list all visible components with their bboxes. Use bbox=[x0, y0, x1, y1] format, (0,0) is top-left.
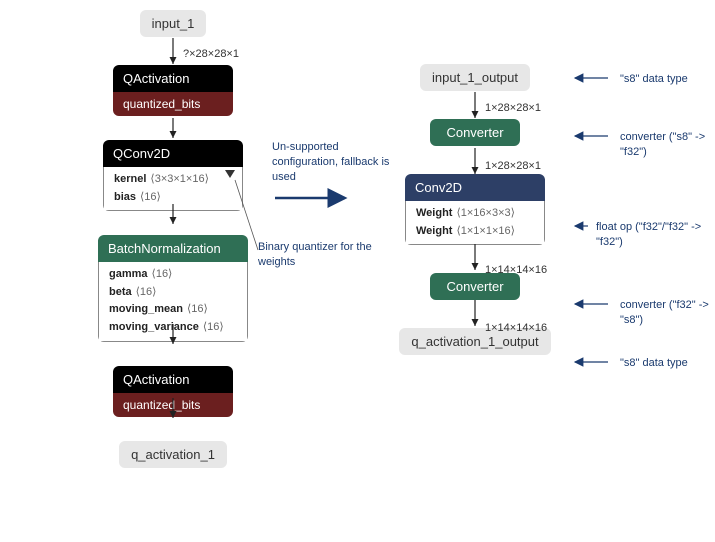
param-name: bias bbox=[114, 191, 136, 203]
node-q_activation_1: q_activation_1 bbox=[119, 441, 227, 468]
node-title: Converter bbox=[430, 273, 520, 300]
edge-label: 1×14×14×16 bbox=[485, 322, 547, 334]
node-subtitle: quantized_bits bbox=[113, 92, 233, 116]
node-batchnorm: BatchNormalization gamma ⟨16⟩ beta ⟨16⟩ mo… bbox=[98, 235, 248, 341]
node-qactivation-1: QActivation quantized_bits bbox=[113, 65, 233, 116]
left-graph: input_1 ?×28×28×1 QActivation quantized_… bbox=[98, 10, 248, 468]
param-name: moving_variance bbox=[109, 321, 199, 333]
param-shape: ⟨16⟩ bbox=[187, 303, 208, 315]
param-shape: ⟨16⟩ bbox=[140, 191, 161, 203]
param-name: Weight bbox=[416, 207, 452, 219]
node-input_1: input_1 bbox=[140, 10, 207, 37]
node-title: Conv2D bbox=[405, 174, 545, 201]
param-name: Weight bbox=[416, 225, 452, 237]
annotation-s8-top: "s8" data type bbox=[620, 72, 688, 87]
right-column: input_1_output 1×28×28×1 Converter 1×28×… bbox=[395, 64, 555, 355]
annotation-s8-bottom: "s8" data type bbox=[620, 356, 688, 371]
node-params: kernel ⟨3×3×1×16⟩ bias ⟨16⟩ bbox=[103, 167, 243, 211]
edge-label: 1×28×28×1 bbox=[485, 160, 541, 172]
node-qactivation-2: QActivation quantized_bits bbox=[113, 366, 233, 417]
node-subtitle: quantized_bits bbox=[113, 393, 233, 417]
param-shape: ⟨1×1×1×16⟩ bbox=[456, 225, 514, 237]
param-shape: ⟨3×3×1×16⟩ bbox=[150, 173, 208, 185]
node-params: gamma ⟨16⟩ beta ⟨16⟩ moving_mean ⟨16⟩ movin… bbox=[98, 262, 248, 341]
node-title: Converter bbox=[430, 119, 520, 146]
node-title: QActivation bbox=[113, 366, 233, 393]
param-name: gamma bbox=[109, 268, 148, 280]
node-title: QConv2D bbox=[103, 140, 243, 167]
annotation-conv-f32-s8: converter ("f32" -> "s8") bbox=[620, 298, 715, 328]
node-params: Weight ⟨1×16×3×3⟩ Weight ⟨1×1×1×16⟩ bbox=[405, 201, 545, 245]
edge-label: 1×28×28×1 bbox=[485, 102, 541, 114]
annotation-conv-s8-f32: converter ("s8" -> "f32") bbox=[620, 130, 715, 160]
edge-label: ?×28×28×1 bbox=[183, 48, 239, 60]
left-column: input_1 ?×28×28×1 QActivation quantized_… bbox=[98, 10, 248, 468]
param-name: moving_mean bbox=[109, 303, 183, 315]
param-shape: ⟨16⟩ bbox=[136, 286, 157, 298]
dropdown-triangle-icon bbox=[225, 170, 235, 178]
node-qconv2d: QConv2D kernel ⟨3×3×1×16⟩ bias ⟨16⟩ bbox=[103, 140, 243, 211]
node-converter-2: Converter bbox=[430, 273, 520, 300]
annotation-unsupported: Un-supported configuration, fallback is … bbox=[272, 140, 392, 185]
param-shape: ⟨16⟩ bbox=[152, 268, 173, 280]
right-graph: input_1_output 1×28×28×1 Converter 1×28×… bbox=[395, 64, 555, 355]
param-name: kernel bbox=[114, 173, 146, 185]
annotation-float-op: float op ("f32"/"f32" -> "f32") bbox=[596, 220, 715, 250]
node-conv2d: Conv2D Weight ⟨1×16×3×3⟩ Weight ⟨1×1×1×16⟩ bbox=[405, 174, 545, 245]
node-converter-1: Converter bbox=[430, 119, 520, 146]
annotation-binary-quantizer: Binary quantizer for the weights bbox=[258, 240, 373, 270]
node-title: BatchNormalization bbox=[98, 235, 248, 262]
param-shape: ⟨1×16×3×3⟩ bbox=[456, 207, 514, 219]
param-shape: ⟨16⟩ bbox=[203, 321, 224, 333]
node-input_1_output: input_1_output bbox=[420, 64, 530, 91]
node-title: QActivation bbox=[113, 65, 233, 92]
param-name: beta bbox=[109, 286, 132, 298]
